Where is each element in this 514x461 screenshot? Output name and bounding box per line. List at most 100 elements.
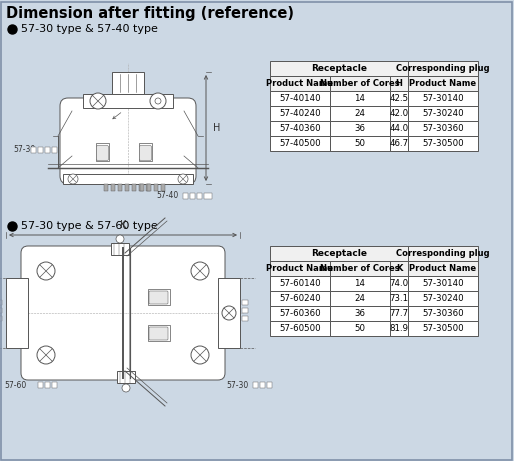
Bar <box>148 289 170 305</box>
Text: 57-30240: 57-30240 <box>422 109 464 118</box>
Text: 44.0: 44.0 <box>390 124 409 133</box>
Bar <box>63 174 193 184</box>
Text: 57-30360: 57-30360 <box>422 124 464 133</box>
Bar <box>270 276 330 291</box>
Bar <box>330 276 390 291</box>
Bar <box>154 184 158 191</box>
Bar <box>183 193 188 199</box>
Text: 57-30: 57-30 <box>13 146 35 154</box>
Bar <box>140 184 144 191</box>
Bar <box>270 321 330 336</box>
Bar <box>390 76 408 91</box>
Bar <box>330 91 390 106</box>
Bar <box>390 91 408 106</box>
Text: 57-60: 57-60 <box>4 380 26 390</box>
Bar <box>330 121 390 136</box>
Bar <box>408 261 478 276</box>
Text: 50: 50 <box>355 324 365 333</box>
Text: 57-30500: 57-30500 <box>422 324 464 333</box>
Bar <box>218 278 240 348</box>
Bar <box>330 291 390 306</box>
Bar <box>408 276 478 291</box>
Bar <box>117 371 135 383</box>
Bar <box>31 147 36 153</box>
Text: Number of Cores: Number of Cores <box>320 79 400 88</box>
Bar <box>242 300 248 305</box>
Text: K: K <box>396 264 402 273</box>
Bar <box>408 76 478 91</box>
Text: 57-30140: 57-30140 <box>422 279 464 288</box>
Text: 57-60500: 57-60500 <box>279 324 321 333</box>
Bar <box>270 61 408 76</box>
Bar <box>6 278 28 348</box>
Bar <box>38 382 43 388</box>
Bar <box>270 106 330 121</box>
Circle shape <box>178 174 188 184</box>
Bar <box>390 106 408 121</box>
Bar <box>132 184 136 191</box>
FancyBboxPatch shape <box>139 146 152 160</box>
Bar <box>139 184 143 191</box>
Bar <box>390 321 408 336</box>
Bar <box>408 106 478 121</box>
FancyBboxPatch shape <box>21 246 130 380</box>
Text: H: H <box>213 123 221 133</box>
Text: 24: 24 <box>355 109 365 118</box>
Bar <box>147 184 151 191</box>
Bar <box>45 382 50 388</box>
Circle shape <box>191 346 209 364</box>
Text: Dimension after fitting (reference): Dimension after fitting (reference) <box>6 6 294 21</box>
Bar <box>270 291 330 306</box>
Text: 57-40360: 57-40360 <box>279 124 321 133</box>
Text: Corresponding plug: Corresponding plug <box>396 64 490 73</box>
Text: 57-30360: 57-30360 <box>422 309 464 318</box>
Bar <box>330 106 390 121</box>
Text: 57-40240: 57-40240 <box>279 109 321 118</box>
Bar <box>270 306 330 321</box>
Bar <box>242 316 248 321</box>
Bar <box>408 91 478 106</box>
Text: Product Name: Product Name <box>410 79 476 88</box>
Text: 14: 14 <box>355 94 365 103</box>
Text: K: K <box>120 220 126 230</box>
Text: 77.7: 77.7 <box>390 309 409 318</box>
Text: Number of Cores: Number of Cores <box>320 264 400 273</box>
Bar <box>161 184 165 191</box>
Bar <box>0 316 2 321</box>
Bar <box>148 325 170 341</box>
Text: 57-40500: 57-40500 <box>279 139 321 148</box>
Circle shape <box>122 384 130 392</box>
Text: Product Name: Product Name <box>266 264 334 273</box>
Bar <box>390 136 408 151</box>
Text: 74.0: 74.0 <box>390 279 409 288</box>
Circle shape <box>155 98 161 104</box>
Bar <box>118 184 122 191</box>
Bar <box>83 94 173 108</box>
Bar <box>197 193 202 199</box>
Text: 57-40140: 57-40140 <box>279 94 321 103</box>
Text: 81.9: 81.9 <box>390 324 409 333</box>
Text: 57-30 type & 57-40 type: 57-30 type & 57-40 type <box>21 24 158 34</box>
Bar <box>270 261 330 276</box>
Text: 57-30500: 57-30500 <box>422 139 464 148</box>
Text: 57-30240: 57-30240 <box>422 294 464 303</box>
Circle shape <box>37 346 55 364</box>
Bar <box>390 121 408 136</box>
Bar <box>52 147 57 153</box>
Text: 46.7: 46.7 <box>390 139 409 148</box>
Text: Receptacle: Receptacle <box>311 249 367 258</box>
Text: 50: 50 <box>355 139 365 148</box>
Text: 57-30: 57-30 <box>226 380 248 390</box>
Bar <box>104 184 108 191</box>
Circle shape <box>116 235 124 243</box>
Text: 36: 36 <box>355 309 365 318</box>
Bar <box>204 193 212 199</box>
Circle shape <box>191 262 209 280</box>
Text: Product Name: Product Name <box>410 264 476 273</box>
Text: Receptacle: Receptacle <box>311 64 367 73</box>
Bar <box>267 382 272 388</box>
Bar <box>330 321 390 336</box>
Text: 24: 24 <box>355 294 365 303</box>
Bar <box>330 76 390 91</box>
FancyBboxPatch shape <box>149 327 168 340</box>
